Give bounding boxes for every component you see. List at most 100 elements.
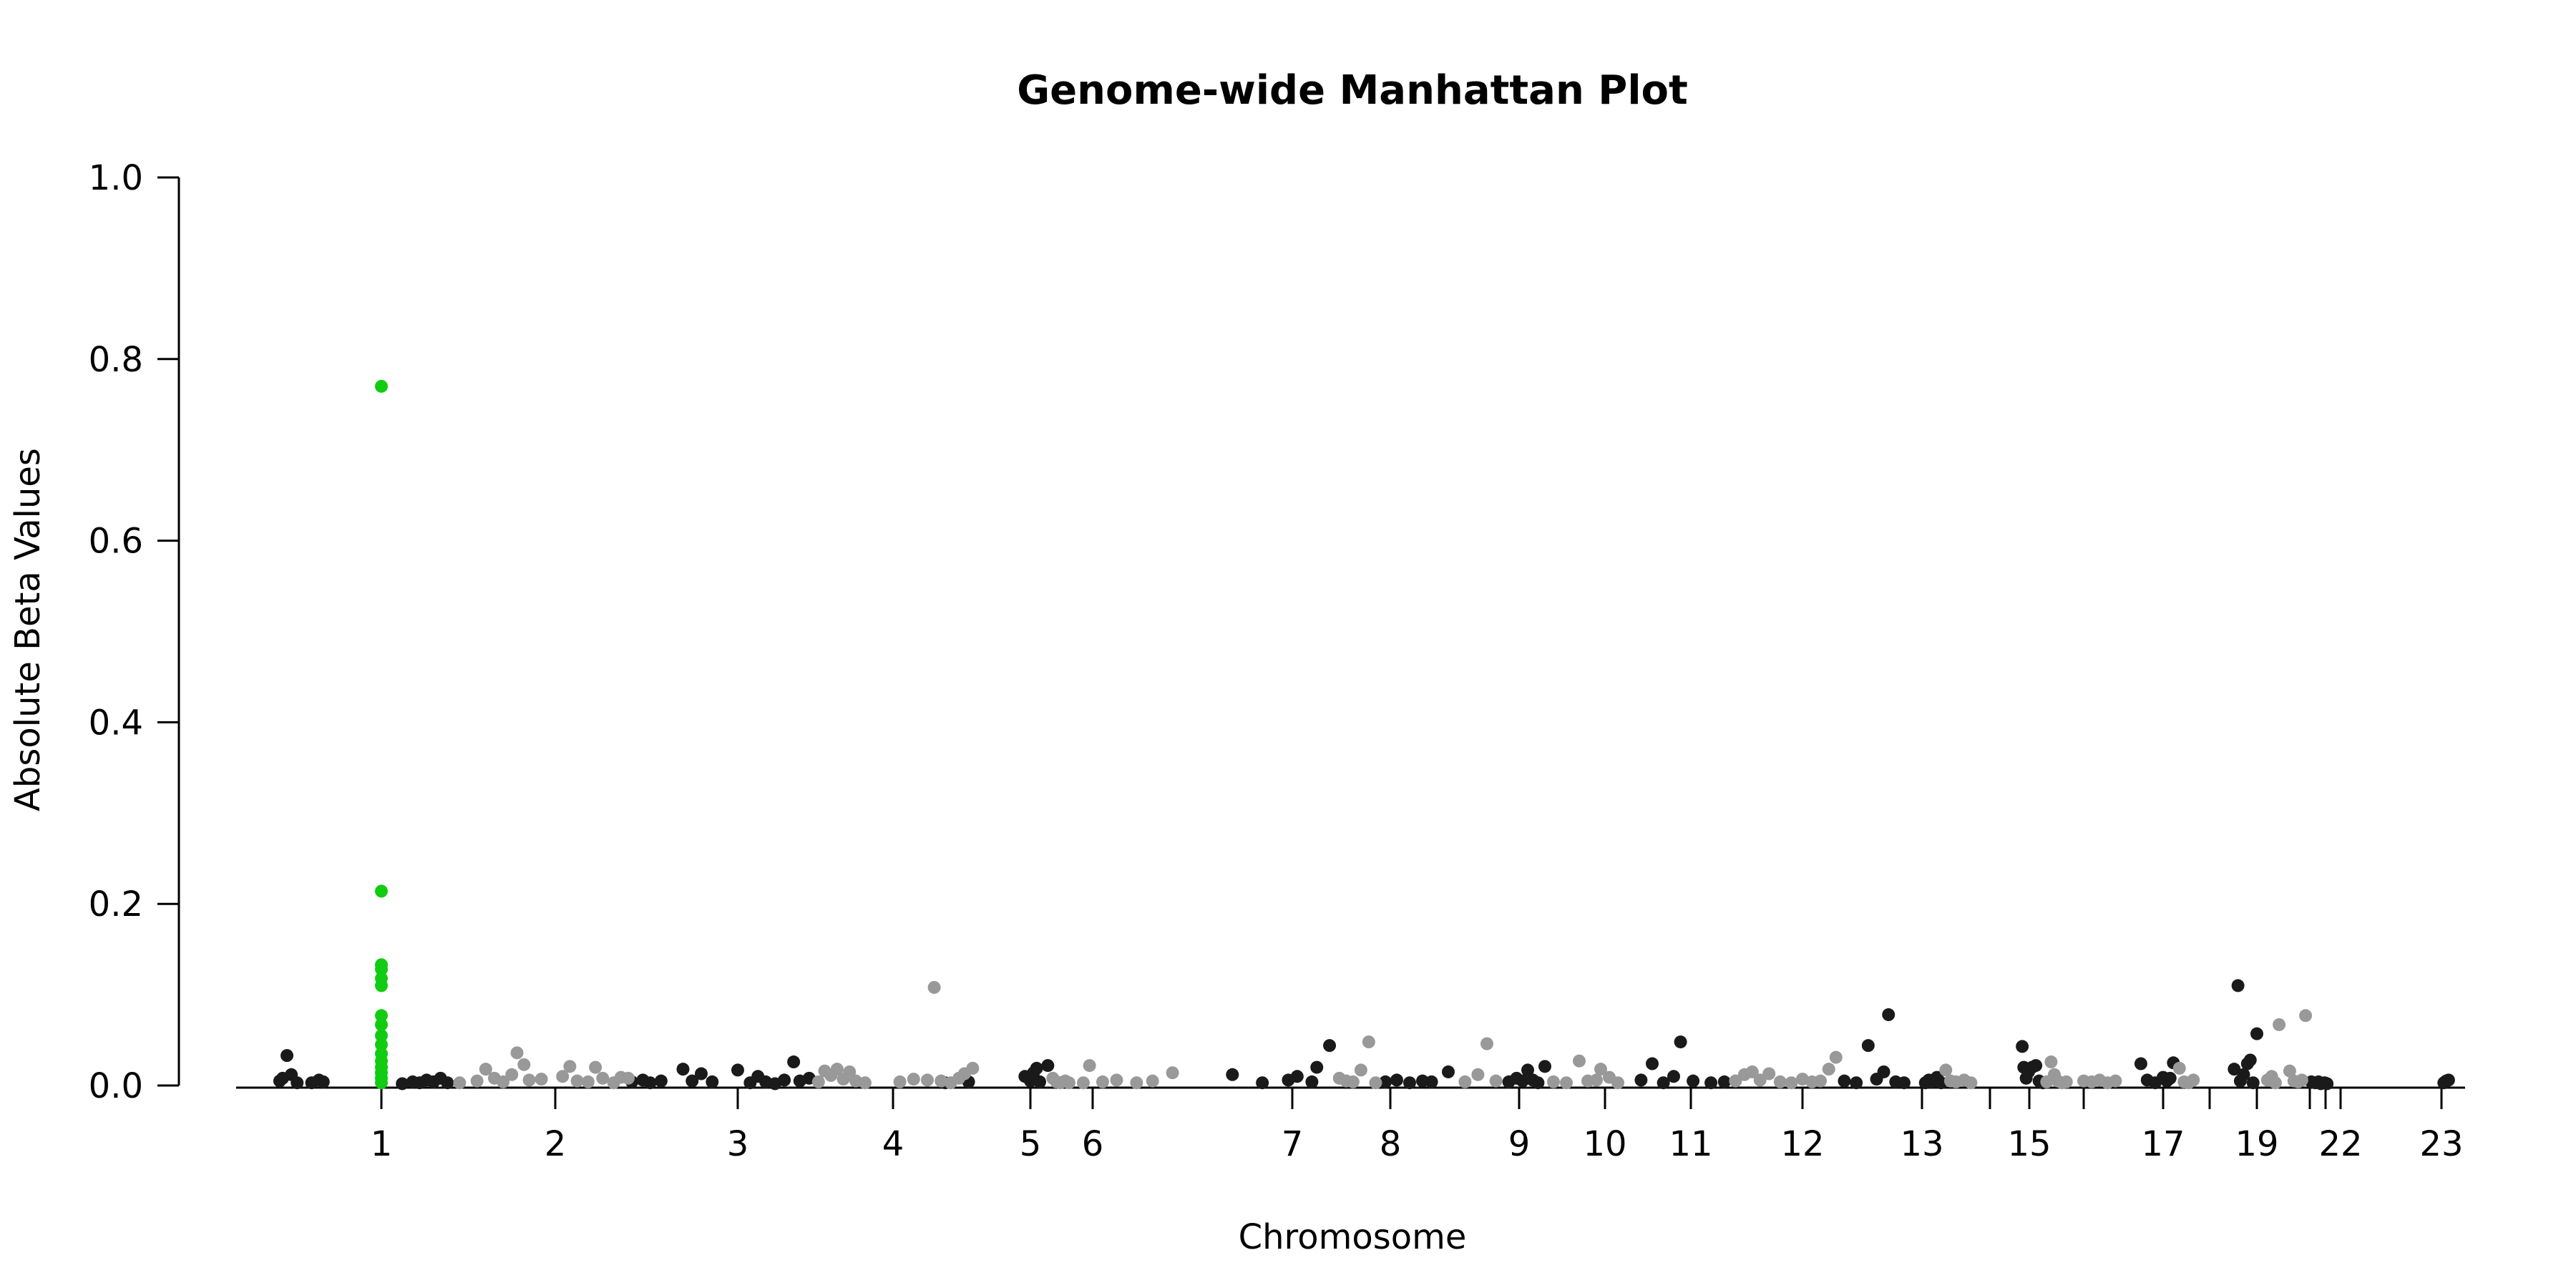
data-point	[510, 1046, 524, 1060]
data-point	[643, 1076, 657, 1090]
data-point	[316, 1075, 330, 1088]
data-point	[570, 1074, 584, 1088]
data-point	[596, 1071, 610, 1085]
data-point	[676, 1063, 690, 1076]
data-point	[441, 1076, 454, 1090]
data-point	[1390, 1073, 1403, 1087]
data-point	[1226, 1068, 1239, 1081]
data-point	[2283, 1064, 2296, 1078]
highlighted-data-point	[375, 1029, 388, 1043]
data-point	[1471, 1068, 1485, 1081]
x-tick-label: 23	[2419, 1124, 2463, 1164]
data-point	[966, 1061, 980, 1075]
data-point	[535, 1073, 548, 1086]
data-point	[280, 1049, 294, 1063]
data-point	[1861, 1039, 1875, 1053]
x-tick-label: 3	[727, 1124, 749, 1164]
x-tick-label: 22	[2318, 1124, 2362, 1164]
data-point	[927, 980, 941, 994]
data-point	[1594, 1063, 1607, 1076]
data-point	[1256, 1076, 1269, 1090]
data-point	[1773, 1075, 1787, 1088]
data-point	[517, 1058, 531, 1071]
data-point	[1753, 1073, 1767, 1087]
data-point	[2187, 1073, 2200, 1087]
data-point	[1762, 1067, 1776, 1080]
data-point	[589, 1060, 602, 1074]
x-tick-label: 17	[2141, 1124, 2185, 1164]
data-point	[2246, 1076, 2260, 1090]
x-tick-label: 2	[545, 1124, 567, 1164]
data-point	[1838, 1074, 1851, 1088]
data-point	[706, 1075, 719, 1088]
data-point	[1379, 1075, 1392, 1088]
data-point	[581, 1075, 595, 1088]
data-point	[1822, 1063, 1835, 1076]
highlighted-data-point	[375, 979, 388, 992]
data-point	[1667, 1070, 1680, 1083]
data-point	[1310, 1060, 1324, 1074]
y-axis-label: Absolute Beta Values	[8, 448, 48, 811]
data-point	[1096, 1075, 1109, 1088]
x-tick-label: 6	[1082, 1124, 1104, 1164]
x-tick-label: 15	[2007, 1124, 2051, 1164]
data-point	[1850, 1076, 1863, 1090]
data-point	[396, 1077, 409, 1091]
data-point	[2299, 1009, 2313, 1023]
data-point	[1939, 1063, 1953, 1077]
data-point	[1062, 1076, 1075, 1090]
highlighted-data-point	[375, 379, 388, 393]
data-point	[2109, 1074, 2122, 1088]
data-point	[1290, 1070, 1304, 1083]
data-point	[1323, 1039, 1337, 1053]
data-point	[1829, 1050, 1843, 1064]
data-point	[778, 1073, 791, 1087]
data-point	[2172, 1061, 2186, 1075]
data-point	[921, 1073, 934, 1087]
data-point	[2231, 979, 2245, 992]
data-point	[1354, 1063, 1367, 1077]
y-tick-label: 0.6	[89, 522, 143, 562]
data-point	[2059, 1075, 2073, 1088]
highlighted-data-point	[375, 1018, 388, 1031]
data-point	[731, 1063, 744, 1077]
data-point	[453, 1076, 467, 1090]
data-point	[1489, 1074, 1503, 1088]
data-point	[1425, 1075, 1438, 1088]
data-point	[2228, 1063, 2241, 1076]
data-point	[497, 1075, 510, 1088]
data-point	[1480, 1037, 1493, 1050]
data-point	[1785, 1076, 1798, 1090]
data-point	[1442, 1065, 1455, 1078]
highlighted-data-point	[375, 1038, 388, 1051]
data-point	[843, 1065, 857, 1078]
data-point	[811, 1075, 825, 1088]
x-axis-label: Chromosome	[1239, 1217, 1467, 1257]
x-tick-label: 19	[2235, 1124, 2278, 1164]
data-point	[1369, 1076, 1382, 1090]
data-point	[1646, 1057, 1659, 1070]
data-point	[686, 1074, 699, 1088]
data-point	[2268, 1076, 2282, 1090]
data-point	[1745, 1065, 1759, 1078]
data-point	[893, 1075, 907, 1088]
data-point	[2016, 1040, 2029, 1053]
data-point	[2273, 1018, 2286, 1031]
data-point	[1877, 1065, 1890, 1078]
data-point	[787, 1055, 801, 1069]
x-tick-label: 4	[882, 1124, 904, 1164]
highlighted-data-point	[375, 962, 388, 976]
data-point	[858, 1076, 872, 1090]
highlighted-data-point	[375, 1076, 388, 1090]
data-point	[1729, 1074, 1742, 1088]
y-tick-label: 0.0	[89, 1066, 143, 1106]
data-point	[1146, 1074, 1159, 1088]
data-point	[1083, 1059, 1096, 1073]
data-point	[1897, 1076, 1911, 1090]
data-point	[1560, 1076, 1573, 1090]
x-tick-label: 7	[1282, 1124, 1304, 1164]
data-point	[1531, 1076, 1545, 1090]
highlighted-data-point	[375, 884, 388, 898]
data-point	[622, 1071, 635, 1085]
